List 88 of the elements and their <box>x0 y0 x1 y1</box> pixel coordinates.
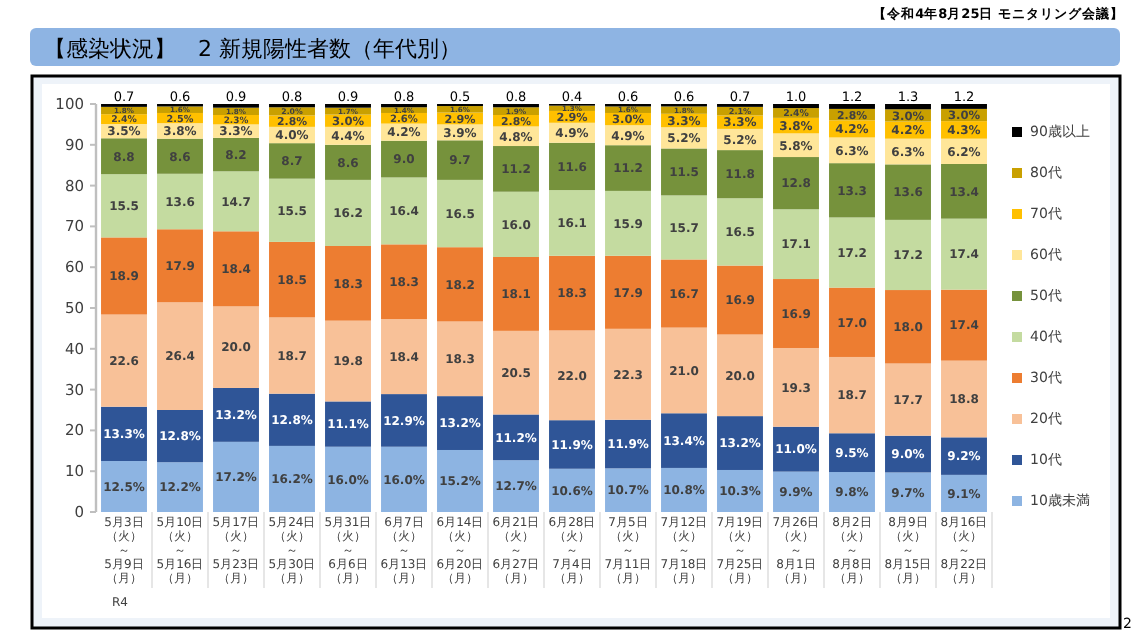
bar <box>885 290 931 364</box>
bar <box>269 178 315 242</box>
bar <box>605 328 651 420</box>
bar <box>213 171 259 232</box>
bar <box>717 198 763 266</box>
bar <box>325 446 371 512</box>
bar <box>773 347 819 427</box>
bar <box>941 218 987 290</box>
bar <box>269 445 315 512</box>
bar <box>269 317 315 394</box>
bar <box>605 468 651 512</box>
bar <box>381 394 427 447</box>
bar <box>269 143 315 179</box>
bar <box>773 279 819 348</box>
bar <box>661 148 707 196</box>
bar <box>157 138 203 174</box>
bar <box>941 163 987 219</box>
bar <box>381 177 427 245</box>
bar <box>717 265 763 335</box>
bar <box>941 289 987 361</box>
bar <box>381 244 427 320</box>
bar <box>101 138 147 175</box>
bar <box>941 360 987 438</box>
bar <box>885 219 931 291</box>
bar <box>157 462 203 512</box>
bar <box>549 142 595 191</box>
bar <box>157 229 203 303</box>
bar <box>493 414 539 461</box>
bar <box>157 302 203 410</box>
bar <box>493 460 539 512</box>
bar <box>325 401 371 447</box>
bar <box>773 157 819 210</box>
bar <box>493 330 539 415</box>
bar <box>101 406 147 461</box>
bar <box>605 190 651 256</box>
bar <box>437 321 483 397</box>
bar <box>437 247 483 322</box>
bar <box>101 174 147 238</box>
bar <box>213 387 259 442</box>
bar <box>381 319 427 395</box>
bar <box>157 173 203 230</box>
bar <box>549 330 595 421</box>
chart-title: 【感染状況】 2 新規陽性者数（年代別） <box>44 36 461 62</box>
bar <box>493 146 539 192</box>
bar <box>493 257 539 331</box>
bar <box>549 190 595 256</box>
bar <box>661 327 707 414</box>
bar <box>437 179 483 248</box>
bar <box>661 413 707 468</box>
bar <box>101 461 147 512</box>
bar <box>549 255 595 331</box>
bar <box>325 245 371 321</box>
bar <box>717 334 763 417</box>
bar <box>157 410 203 463</box>
bar <box>829 287 875 357</box>
bar <box>325 144 371 180</box>
bar <box>213 306 259 388</box>
bar <box>493 191 539 257</box>
bar <box>269 241 315 318</box>
bar <box>101 237 147 315</box>
bar <box>829 163 875 218</box>
bar <box>213 231 259 307</box>
bar <box>661 259 707 328</box>
bar <box>605 255 651 329</box>
bar <box>549 420 595 469</box>
bar <box>213 137 259 172</box>
bar <box>885 104 931 110</box>
bar <box>717 150 763 199</box>
bar <box>381 446 427 512</box>
bar <box>437 449 483 512</box>
bar <box>325 320 371 402</box>
bar <box>661 195 707 260</box>
bar <box>773 209 819 280</box>
bar <box>269 393 315 446</box>
bar <box>885 363 931 436</box>
bar <box>829 217 875 288</box>
bar <box>437 140 483 180</box>
bar <box>885 164 931 220</box>
bar <box>213 441 259 512</box>
bar <box>941 437 987 475</box>
bar <box>325 179 371 246</box>
bar <box>885 472 931 512</box>
bar <box>605 145 651 191</box>
bar <box>381 140 427 178</box>
bar <box>437 396 483 450</box>
bar <box>101 314 147 407</box>
bar <box>717 416 763 470</box>
bar <box>829 356 875 434</box>
